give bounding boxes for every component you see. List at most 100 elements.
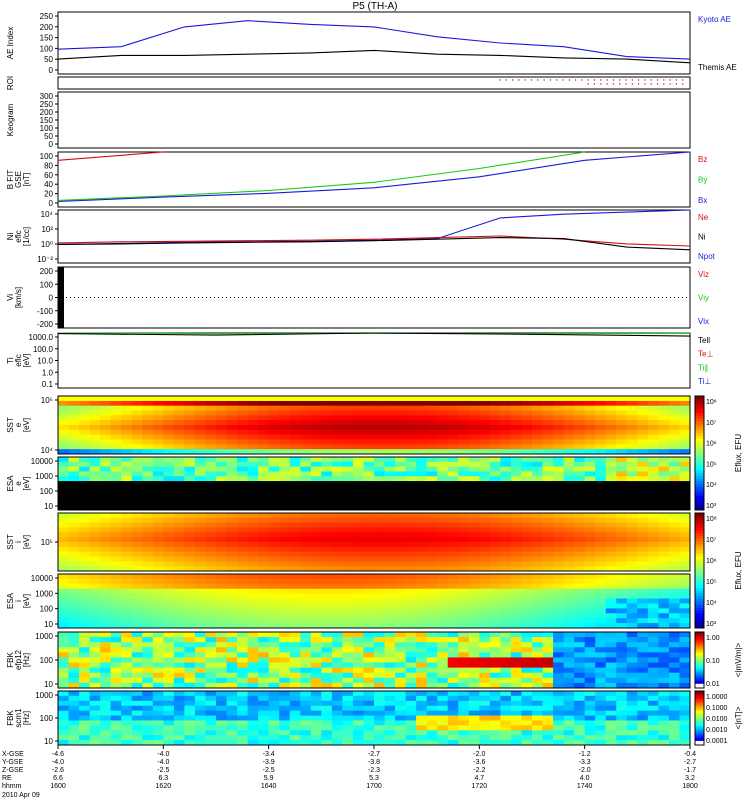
spectrogram-cell <box>679 556 691 562</box>
spectrogram-cell <box>553 632 565 638</box>
spectrogram-cell <box>163 542 175 548</box>
spectrogram-cell <box>574 623 586 629</box>
spectrogram-cell <box>553 466 565 472</box>
spectrogram-cell <box>384 556 396 562</box>
spectrogram-cell <box>521 490 533 497</box>
spectrogram-cell <box>542 647 554 653</box>
spectrogram-cell <box>563 657 575 664</box>
spectrogram-cell <box>184 672 196 679</box>
spectrogram-cell <box>89 415 101 421</box>
spectrogram-cell <box>184 618 196 624</box>
spectrogram-cell <box>184 623 196 629</box>
spectrogram-cell <box>289 410 301 416</box>
spectrogram-cell <box>163 725 175 731</box>
spectrogram-cell <box>342 415 354 421</box>
colorbar-step <box>695 553 704 557</box>
spectrogram-cell <box>110 672 122 679</box>
spectrogram-cell <box>553 537 565 543</box>
spectrogram-cell <box>300 476 312 482</box>
spectrogram-cell <box>142 439 154 445</box>
spectrogram-cell <box>331 672 343 679</box>
spectrogram-cell <box>342 513 354 519</box>
spectrogram-cell <box>352 598 364 604</box>
spectrogram-cell <box>384 593 396 600</box>
spectrogram-cell <box>152 513 164 519</box>
spectrogram-cell <box>521 662 533 669</box>
spectrogram-cell <box>405 691 417 697</box>
x-tick-label: 1720 <box>472 783 488 790</box>
spectrogram-cell <box>342 695 354 702</box>
spectrogram-cell <box>637 546 649 553</box>
spectrogram-cell <box>89 725 101 731</box>
spectrogram-cell <box>352 522 364 528</box>
spectrogram-cell <box>310 527 322 533</box>
spectrogram-cell <box>374 593 386 600</box>
spectrogram-cell <box>226 642 238 648</box>
spectrogram-cell <box>363 598 375 604</box>
spectrogram-cell <box>68 691 80 697</box>
spectrogram-cell <box>121 551 133 557</box>
spectrogram-cell <box>258 642 270 648</box>
spectrogram-cell <box>668 672 680 679</box>
spectrogram-cell <box>458 725 470 731</box>
spectrogram-cell <box>468 481 480 487</box>
spectrogram-cell <box>342 551 354 557</box>
spectrogram-cell <box>152 400 164 407</box>
spectrogram-cell <box>279 449 291 455</box>
spectrogram-cell <box>395 561 407 567</box>
spectrogram-cell <box>321 588 333 595</box>
spectrogram-cell <box>100 725 112 731</box>
spectrogram-cell <box>321 505 333 511</box>
spectrogram-cell <box>131 700 143 707</box>
spectrogram-cell <box>668 522 680 528</box>
spectrogram-cell <box>574 495 586 501</box>
spectrogram-cell <box>647 505 659 511</box>
spectrogram-cell <box>584 613 596 619</box>
spectrogram-cell <box>363 425 375 431</box>
spectrogram-cell <box>479 566 491 572</box>
colorbar-step <box>695 726 704 728</box>
spectrogram-cell <box>426 485 438 492</box>
spectrogram-cell <box>626 461 638 468</box>
spectrogram-cell <box>521 420 533 426</box>
spectrogram-cell <box>216 561 228 567</box>
spectrogram-cell <box>68 490 80 497</box>
spectrogram-cell <box>563 434 575 440</box>
spectrogram-cell <box>584 700 596 707</box>
spectrogram-cell <box>658 556 670 562</box>
spectrogram-cell <box>553 517 565 524</box>
spectrogram-cell <box>194 405 206 411</box>
spectrogram-cell <box>574 471 586 477</box>
spectrogram-cell <box>226 613 238 619</box>
spectrogram-cell <box>384 513 396 519</box>
spectrogram-cell <box>194 532 206 538</box>
y-axis-label: AE Index <box>6 27 15 59</box>
colorbar-step <box>695 421 704 425</box>
spectrogram-cell <box>331 527 343 533</box>
spectrogram-cell <box>152 410 164 416</box>
spectrogram-cell <box>374 642 386 648</box>
spectrogram-cell <box>289 608 301 614</box>
spectrogram-cell <box>352 662 364 669</box>
spectrogram-cell <box>342 613 354 619</box>
spectrogram-cell <box>605 457 617 463</box>
spectrogram-cell <box>426 551 438 557</box>
spectrogram-cell <box>584 667 596 674</box>
spectrogram-cell <box>131 481 143 487</box>
legend-entry: Viz <box>698 270 709 279</box>
spectrogram-cell <box>510 566 522 572</box>
spectrogram-cell <box>131 623 143 629</box>
spectrogram-cell <box>247 517 259 524</box>
spectrogram-cell <box>268 593 280 600</box>
spectrogram-cell <box>184 420 196 426</box>
spectrogram-cell <box>679 400 691 407</box>
spectrogram-cell <box>331 466 343 472</box>
spectrogram-cell <box>510 415 522 421</box>
spectrogram-cell <box>521 691 533 697</box>
spectrogram-cell <box>584 623 596 629</box>
spectrogram-cell <box>647 481 659 487</box>
spectrogram-cell <box>89 647 101 653</box>
colorbar-step <box>695 683 704 686</box>
roi-dot <box>612 83 615 85</box>
spectrogram-cell <box>468 429 480 436</box>
